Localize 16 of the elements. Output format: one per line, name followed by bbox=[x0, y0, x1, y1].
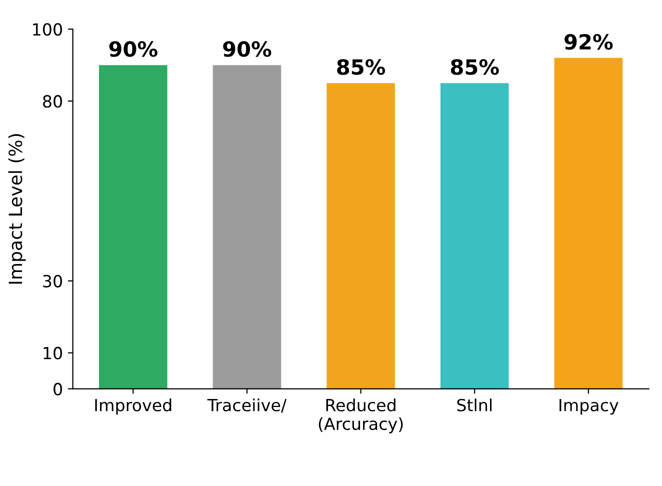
x-tick-label: Reduced (Arcuracy) bbox=[318, 398, 403, 434]
x-tick-label: Stlnl bbox=[457, 398, 492, 412]
data-label: 90% bbox=[223, 41, 272, 57]
x-tick-label: Traceiive/ bbox=[207, 398, 287, 413]
data-label: 90% bbox=[109, 41, 158, 57]
x-tick-label: Impacy bbox=[560, 399, 618, 415]
y-tick-label: 80 bbox=[43, 95, 62, 108]
y-tick-label: 100 bbox=[33, 23, 62, 36]
y-tick-label: 0 bbox=[54, 382, 62, 396]
x-tick-label: Improved bbox=[95, 398, 172, 415]
data-label: 85% bbox=[337, 59, 386, 75]
data-label: 92% bbox=[564, 34, 613, 50]
y-tick-label: 10 bbox=[44, 346, 62, 360]
y-tick-label: 30 bbox=[43, 274, 62, 288]
y-axis-title: Impact Level (%) bbox=[8, 134, 26, 284]
data-label: 85% bbox=[450, 59, 499, 75]
